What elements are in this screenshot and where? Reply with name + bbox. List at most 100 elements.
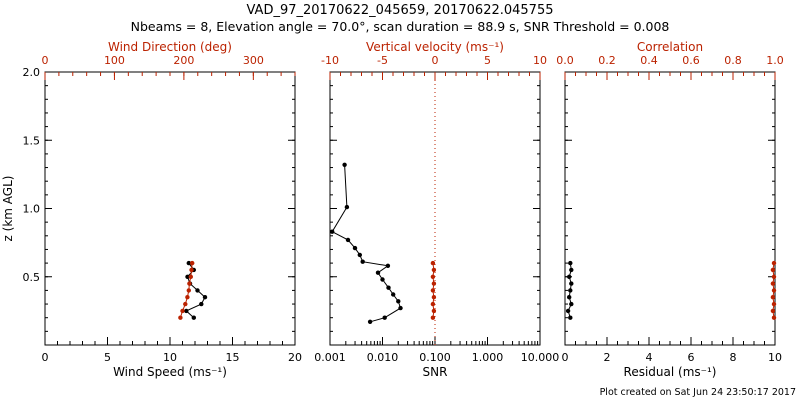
data-point [391, 292, 396, 297]
data-point [189, 267, 194, 273]
tick-label: -10 [321, 54, 339, 67]
tick-label: 0.0 [556, 54, 574, 67]
tick-label: 1.0 [766, 54, 784, 67]
data-point [195, 288, 200, 293]
plot-timestamp: Plot created on Sat Jun 24 23:50:17 2017 [599, 387, 796, 398]
tick-label: 0 [432, 54, 439, 67]
data-point [199, 301, 204, 307]
tick-label: 1.000 [472, 351, 504, 364]
series-correlation [770, 260, 777, 320]
data-point [360, 259, 365, 264]
axis-title: SNR [423, 365, 448, 379]
data-point [375, 270, 381, 275]
tick-label: 10 [163, 351, 177, 364]
tick-label: 1.0 [23, 203, 41, 216]
data-point [431, 295, 437, 300]
data-point [430, 288, 436, 293]
tick-label: 0.100 [419, 351, 451, 364]
axis-title: Residual (ms⁻¹) [624, 365, 717, 379]
data-point [568, 260, 573, 266]
tick-label: 10 [533, 54, 547, 67]
series-residual [565, 260, 574, 320]
tick-label: -5 [377, 54, 388, 67]
tick-label: 0 [42, 351, 49, 364]
data-point [431, 281, 437, 286]
tick-label: 0.5 [23, 271, 41, 284]
data-point [342, 162, 347, 167]
residual-panel: 0 2 4 6 8 10 Residual (ms⁻¹) 0.0 0.2 0.4 0.6 0.8 1.0… [556, 40, 784, 379]
series-vertical-velocity [430, 260, 437, 320]
tick-label: 20 [288, 351, 302, 364]
data-point [569, 281, 574, 286]
tick-label: 10.000 [521, 351, 560, 364]
tick-label: 300 [243, 54, 264, 67]
tick-label: 0.001 [314, 351, 346, 364]
wind-profile-panel: 0.5 1.0 1.5 2.0 z (km AGL) 0 5 10 15 20 Wind Speed… [1, 40, 302, 379]
axis-title: Correlation [637, 40, 703, 54]
axis-title: Wind Speed (ms⁻¹) [113, 365, 227, 379]
axis-title: Vertical velocity (ms⁻¹) [366, 40, 504, 54]
tick-label: 2.0 [23, 66, 41, 79]
data-point [186, 260, 191, 266]
data-point [330, 229, 335, 234]
data-point [430, 315, 436, 320]
data-point [431, 308, 437, 314]
data-point [352, 245, 358, 251]
data-point [771, 315, 777, 320]
data-point [385, 263, 391, 268]
tick-label: 0.8 [724, 54, 742, 67]
tick-label: 0.2 [598, 54, 616, 67]
data-point [386, 285, 391, 290]
axis-title: Wind Direction (deg) [108, 40, 232, 54]
plot-subtitle: Nbeams = 8, Elevation angle = 70.0°, sca… [130, 19, 670, 34]
data-point [191, 315, 196, 320]
plot-title: VAD_97_20170622_045659, 20170622.045755 [246, 3, 554, 18]
tick-label: 0.6 [682, 54, 700, 67]
data-point [771, 301, 777, 307]
data-point [184, 308, 189, 314]
data-point [357, 252, 362, 258]
data-point [188, 274, 193, 279]
data-point [186, 288, 191, 293]
data-point [431, 267, 437, 273]
tick-label: 0.4 [640, 54, 658, 67]
data-point [183, 301, 188, 307]
data-point [569, 267, 574, 273]
data-point [187, 281, 192, 286]
data-point [396, 299, 401, 304]
tick-label: 0 [42, 54, 49, 67]
data-point [380, 277, 385, 282]
tick-label: 1.5 [23, 134, 41, 147]
tick-label: 5 [104, 351, 111, 364]
series-wind-direction [178, 260, 195, 320]
data-point [567, 295, 572, 300]
data-point [367, 319, 373, 324]
series-snr [330, 162, 403, 324]
data-point [344, 204, 350, 210]
tick-label: 15 [226, 351, 240, 364]
data-point [382, 315, 387, 320]
tick-label: 8 [730, 351, 737, 364]
data-point [771, 260, 777, 266]
data-point [185, 295, 190, 300]
data-point [430, 274, 436, 279]
data-point [771, 274, 777, 279]
tick-label: 100 [104, 54, 125, 67]
data-point [178, 315, 183, 320]
data-point [771, 288, 777, 293]
panel-frame [564, 71, 776, 346]
data-point [569, 301, 574, 307]
data-point [770, 267, 776, 273]
data-point [568, 315, 573, 320]
tick-label: 0.010 [367, 351, 399, 364]
data-point [568, 288, 573, 293]
data-point [202, 295, 208, 300]
data-point [180, 308, 185, 314]
data-point [190, 260, 195, 266]
data-point [770, 295, 776, 300]
tick-label: 6 [688, 351, 695, 364]
data-point [565, 308, 571, 314]
data-point [567, 274, 572, 279]
tick-label: 5 [484, 54, 491, 67]
